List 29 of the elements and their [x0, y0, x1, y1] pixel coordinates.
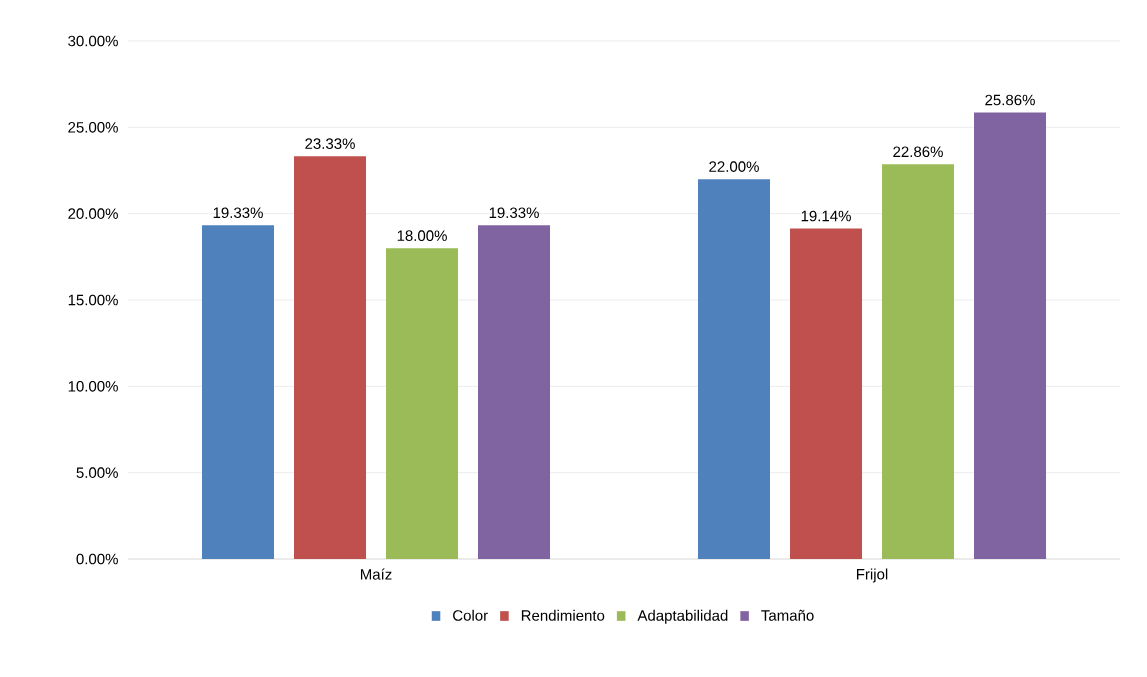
- x-tick-label: Maíz: [360, 568, 392, 580]
- y-tick-label: 25.00%: [68, 122, 118, 133]
- y-tick-label: 30.00%: [68, 35, 118, 47]
- data-label: 19.33%: [213, 207, 263, 219]
- data-label: 22.86%: [893, 146, 943, 158]
- data-label: 19.33%: [489, 207, 539, 219]
- bar: [698, 179, 771, 559]
- bar: [202, 225, 275, 559]
- y-tick-label: 0.00%: [76, 553, 118, 565]
- legend-label: Adaptabilidad: [637, 609, 728, 624]
- y-tick-label: 5.00%: [76, 467, 118, 478]
- bar: [386, 248, 459, 559]
- y-tick-label: 20.00%: [68, 208, 118, 219]
- data-label: 22.00%: [709, 161, 759, 172]
- bar: [790, 228, 863, 559]
- y-tick-label: 10.00%: [68, 381, 118, 392]
- data-label: 25.86%: [985, 94, 1035, 106]
- bar: [974, 112, 1047, 559]
- bar: [882, 164, 955, 559]
- legend-label: Rendimiento: [521, 609, 605, 621]
- data-label: 18.00%: [397, 230, 447, 241]
- legend-label: Color: [453, 609, 488, 621]
- data-label: 23.33%: [305, 138, 355, 149]
- legend-label: Tamaño: [761, 609, 814, 621]
- bar: [294, 156, 367, 559]
- y-tick-label: 15.00%: [68, 294, 118, 306]
- data-label: 19.14%: [801, 210, 851, 222]
- x-tick-label: Frijol: [856, 568, 888, 583]
- bar: [478, 225, 551, 559]
